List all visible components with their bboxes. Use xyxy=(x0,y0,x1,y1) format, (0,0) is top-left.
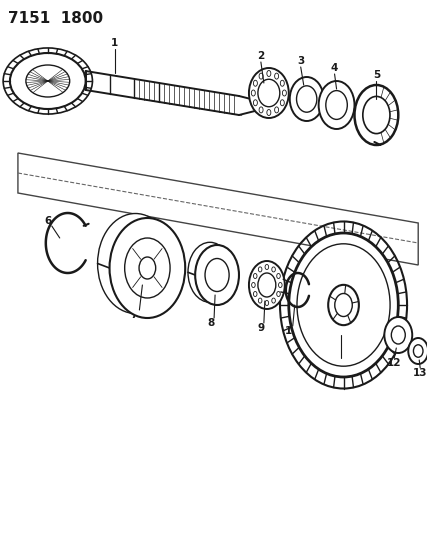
Ellipse shape xyxy=(277,273,280,279)
Ellipse shape xyxy=(265,301,269,305)
Ellipse shape xyxy=(26,65,69,97)
Text: 3: 3 xyxy=(297,56,304,66)
Text: 7151  1800: 7151 1800 xyxy=(8,11,103,26)
Ellipse shape xyxy=(275,73,278,79)
Ellipse shape xyxy=(363,96,390,134)
Text: 2: 2 xyxy=(257,51,265,61)
Ellipse shape xyxy=(278,282,282,287)
Ellipse shape xyxy=(408,338,428,364)
Ellipse shape xyxy=(10,53,86,109)
Ellipse shape xyxy=(280,100,284,106)
Ellipse shape xyxy=(254,292,257,296)
Ellipse shape xyxy=(335,294,352,317)
Text: 6: 6 xyxy=(44,216,51,226)
Ellipse shape xyxy=(267,70,271,77)
Ellipse shape xyxy=(354,85,398,145)
Ellipse shape xyxy=(297,244,390,366)
Ellipse shape xyxy=(391,326,405,344)
Text: 1: 1 xyxy=(111,38,118,48)
Ellipse shape xyxy=(272,298,275,303)
Ellipse shape xyxy=(259,107,263,113)
Text: 7: 7 xyxy=(131,310,138,320)
Ellipse shape xyxy=(275,107,278,113)
Ellipse shape xyxy=(296,86,317,112)
Ellipse shape xyxy=(252,282,255,287)
Ellipse shape xyxy=(139,257,156,279)
Text: 5: 5 xyxy=(373,70,380,80)
Ellipse shape xyxy=(280,80,284,86)
Ellipse shape xyxy=(249,68,289,118)
Ellipse shape xyxy=(188,243,232,302)
Text: 12: 12 xyxy=(387,358,402,368)
Ellipse shape xyxy=(254,273,257,279)
Text: 9: 9 xyxy=(257,323,264,333)
Ellipse shape xyxy=(125,238,170,298)
Ellipse shape xyxy=(319,81,354,129)
Ellipse shape xyxy=(258,267,262,272)
Ellipse shape xyxy=(328,285,359,325)
Ellipse shape xyxy=(384,317,412,353)
Polygon shape xyxy=(18,153,418,265)
Ellipse shape xyxy=(254,80,257,86)
Ellipse shape xyxy=(258,273,276,297)
Text: 11: 11 xyxy=(333,358,348,368)
Text: 8: 8 xyxy=(208,318,215,328)
Text: 10: 10 xyxy=(284,326,299,336)
Ellipse shape xyxy=(109,218,185,318)
Ellipse shape xyxy=(258,79,280,107)
Ellipse shape xyxy=(290,77,323,121)
Ellipse shape xyxy=(259,73,263,79)
Ellipse shape xyxy=(326,91,347,119)
Ellipse shape xyxy=(265,264,269,270)
Ellipse shape xyxy=(267,109,271,116)
Ellipse shape xyxy=(254,100,257,106)
Ellipse shape xyxy=(97,214,173,313)
Ellipse shape xyxy=(282,90,287,96)
Ellipse shape xyxy=(414,345,423,357)
Ellipse shape xyxy=(249,261,285,309)
Ellipse shape xyxy=(251,90,255,96)
Ellipse shape xyxy=(195,245,239,305)
Ellipse shape xyxy=(205,259,229,292)
Text: 13: 13 xyxy=(413,368,427,378)
Ellipse shape xyxy=(277,292,280,296)
Ellipse shape xyxy=(289,233,398,377)
Ellipse shape xyxy=(272,267,275,272)
Text: 4: 4 xyxy=(331,63,338,73)
Ellipse shape xyxy=(258,298,262,303)
